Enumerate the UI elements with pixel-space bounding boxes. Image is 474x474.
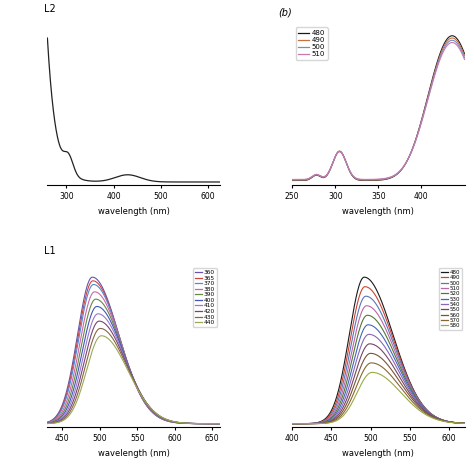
Text: (b): (b) [278, 8, 292, 18]
X-axis label: wavelength (nm): wavelength (nm) [98, 449, 170, 458]
X-axis label: wavelength (nm): wavelength (nm) [98, 207, 170, 216]
X-axis label: wavelength (nm): wavelength (nm) [342, 207, 414, 216]
Legend: 360, 365, 370, 380, 390, 400, 410, 420, 430, 440: 360, 365, 370, 380, 390, 400, 410, 420, … [193, 268, 217, 327]
X-axis label: wavelength (nm): wavelength (nm) [342, 449, 414, 458]
Legend: 480, 490, 500, 510, 520, 530, 540, 550, 560, 570, 580: 480, 490, 500, 510, 520, 530, 540, 550, … [439, 268, 462, 330]
Text: L1: L1 [44, 246, 55, 256]
Text: L2: L2 [44, 4, 56, 14]
Legend: 480, 490, 500, 510: 480, 490, 500, 510 [296, 27, 328, 60]
